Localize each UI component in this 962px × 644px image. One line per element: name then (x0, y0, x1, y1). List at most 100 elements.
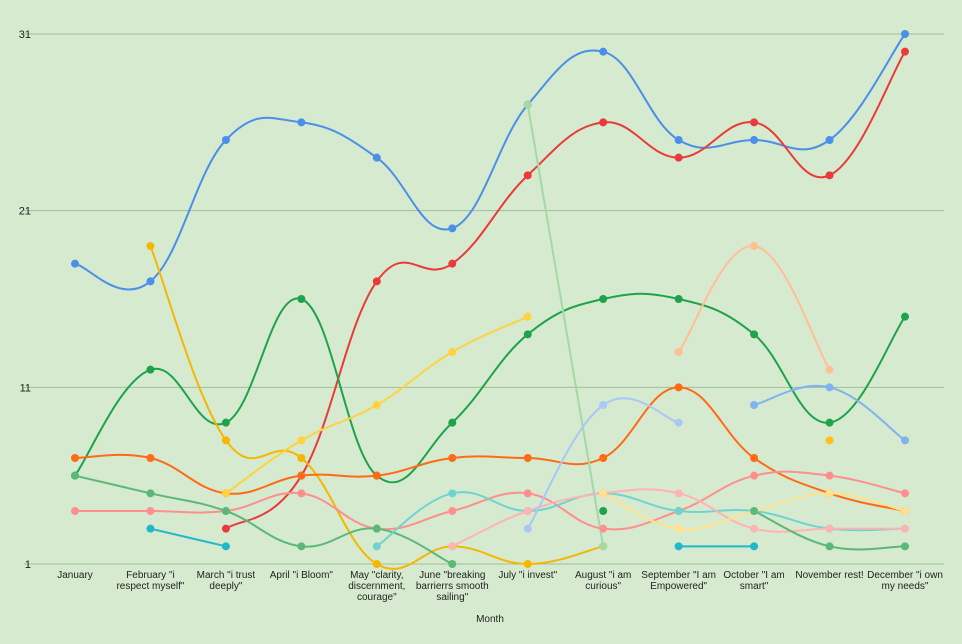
series-18-point (146, 524, 155, 533)
series-7-point (297, 489, 306, 498)
series-5-point (750, 454, 759, 462)
series-2-point (372, 277, 381, 286)
series-10-point (448, 489, 457, 498)
series-14-line (677, 244, 831, 371)
x-tick-label: September "I am Empowered" (641, 570, 716, 592)
series-5-point (71, 454, 79, 462)
series-3-point (825, 418, 834, 427)
series-5-point (523, 454, 532, 462)
series-4-point (523, 560, 532, 568)
series-14-point (750, 242, 759, 250)
series-11-point (448, 542, 457, 551)
series-6-point (523, 312, 532, 321)
x-axis-ticks: January February "i respect myself" March "… (57, 570, 943, 603)
series-3-point (221, 418, 230, 427)
series-3-point (901, 312, 909, 321)
series-8-point (146, 489, 155, 498)
series-5-point (146, 454, 155, 462)
series-4-point (146, 242, 155, 250)
x-tick-label: June "breaking barrierrs smooth sailing" (416, 570, 489, 603)
series-14-point (674, 348, 683, 356)
series-12-line (526, 397, 679, 530)
series-8-point (372, 524, 381, 533)
series-12-point (599, 401, 608, 409)
series-3-point (599, 295, 608, 303)
x-tick-label: April "i Bloom" (270, 570, 334, 581)
series-4-point (297, 454, 306, 462)
series-6-point (221, 489, 230, 498)
series-2-line (225, 51, 906, 530)
series-11-point (901, 524, 909, 533)
series-16-point (750, 507, 759, 515)
series-7-point (825, 471, 834, 480)
series-14-point (825, 365, 834, 374)
series-15-point (901, 436, 909, 445)
series-8-point (448, 560, 457, 568)
series-2-point (825, 171, 834, 180)
series-1-line (74, 33, 906, 291)
y-tick-label: 21 (19, 206, 31, 218)
series-9-line (526, 104, 605, 547)
y-tick-label: 11 (20, 382, 31, 394)
series-7-point (448, 507, 457, 515)
series-lines (74, 33, 906, 570)
x-tick-label: February "i respect myself" (116, 570, 184, 592)
series-5-point (674, 383, 683, 392)
series-5-point (448, 454, 457, 462)
series-11-point (825, 524, 834, 533)
series-16-point (901, 542, 909, 551)
series-3-point (674, 295, 683, 303)
series-7-point (901, 489, 909, 498)
series-12-point (523, 524, 532, 533)
series-9-point (599, 542, 608, 551)
series-3-point (750, 330, 759, 339)
series-15-line (753, 385, 906, 442)
series-7-point (523, 489, 532, 498)
x-tick-label: March "i trust deeply" (197, 570, 256, 592)
series-15-point (825, 383, 834, 392)
x-tick-label: November rest! (795, 570, 863, 581)
series-2-point (221, 524, 230, 533)
series-10-point (372, 542, 381, 551)
series-6-point (297, 436, 306, 445)
series-1-point (297, 118, 306, 127)
series-3-point (448, 418, 457, 427)
series-1-point (901, 30, 909, 38)
series-7-point (599, 524, 608, 533)
x-tick-label: July "i invest" (498, 570, 557, 581)
series-3-point (523, 330, 532, 339)
series-13-point (674, 524, 683, 533)
series-6-point (372, 401, 381, 409)
series-15-point (750, 401, 759, 409)
series-2-point (901, 47, 909, 56)
series-1-point (71, 259, 79, 268)
x-tick-label: October "I am smart" (723, 570, 784, 592)
series-2-point (448, 259, 457, 268)
series-3-point (297, 295, 306, 303)
series-5-point (372, 471, 381, 480)
series-4-line (149, 245, 604, 570)
series-12-point (674, 418, 683, 427)
y-tick-label: 1 (25, 559, 31, 571)
x-axis-title: Month (476, 614, 504, 625)
series-2-point (674, 153, 683, 162)
series-18-point (221, 542, 230, 551)
series-11-line (451, 488, 905, 548)
series-18-point (674, 542, 683, 551)
series-4-point (372, 560, 381, 568)
series-10-point (674, 507, 683, 515)
series-1-point (599, 47, 608, 56)
series-13-point (825, 489, 834, 498)
series-1-point (372, 153, 381, 162)
series-5-point (297, 471, 306, 480)
series-18-line (150, 527, 227, 548)
series-7-point (750, 471, 759, 480)
series-19-point (825, 436, 834, 445)
series-8-line (74, 474, 453, 565)
series-13-point (901, 507, 909, 515)
series-10-line (376, 491, 906, 548)
series-1-point (750, 136, 759, 144)
series-5-point (599, 454, 608, 462)
